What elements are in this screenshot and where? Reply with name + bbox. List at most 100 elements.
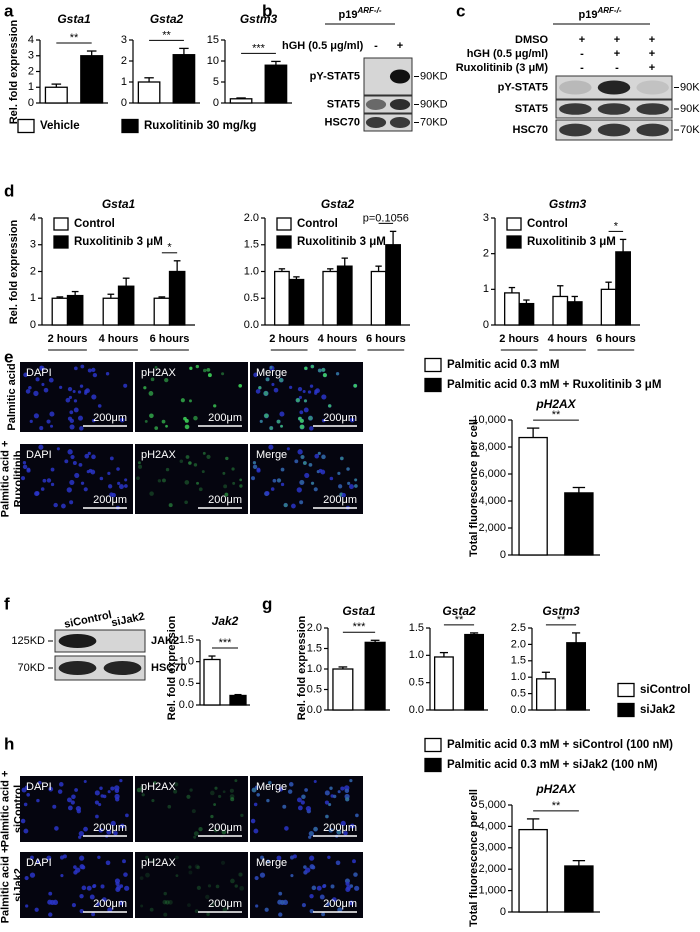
nucleus	[35, 491, 40, 496]
nucleus	[354, 885, 360, 891]
lane-label: siControl	[63, 609, 113, 631]
nucleus	[33, 413, 39, 419]
nucleus	[349, 778, 353, 783]
nucleus	[34, 907, 39, 912]
lane-sign: -	[580, 48, 584, 60]
legend-swatch	[424, 757, 442, 773]
ph2ax-signal	[150, 377, 155, 382]
ph2ax-signal	[151, 859, 155, 863]
nucleus	[69, 410, 74, 415]
ph2ax-signal	[272, 479, 277, 483]
ph2ax-signal	[220, 860, 226, 865]
nucleus	[23, 828, 29, 834]
y-tick-label: 1,000	[478, 885, 506, 897]
chart-title: Gsta1	[342, 604, 376, 618]
nucleus	[97, 404, 102, 408]
y-tick-label: 1	[28, 81, 34, 93]
channel-label: Merge	[256, 857, 287, 869]
nucleus	[250, 818, 256, 824]
nucleus	[253, 802, 258, 807]
nucleus	[69, 500, 74, 505]
nucleus	[278, 891, 283, 896]
nucleus	[354, 478, 358, 482]
nucleus	[309, 426, 314, 431]
nucleus	[313, 826, 318, 832]
ph2ax-signal	[140, 785, 144, 789]
nucleus	[29, 872, 36, 878]
nucleus	[338, 484, 343, 489]
y-tick-label: 2,000	[478, 863, 506, 875]
nucleus	[22, 464, 28, 470]
nucleus	[349, 823, 355, 829]
ph2ax-signal	[223, 484, 228, 489]
nucleus	[115, 887, 121, 893]
ph2ax-signal	[193, 831, 199, 837]
ph2ax-signal	[336, 372, 340, 376]
band-size: 70KD	[680, 124, 700, 136]
nucleus	[23, 372, 28, 378]
nucleus	[87, 451, 91, 455]
nucleus	[46, 855, 52, 861]
significance-label: p=0.1056	[363, 212, 409, 224]
x-tick-label: 4 hours	[318, 333, 358, 345]
lane-sign: +	[614, 34, 620, 46]
nucleus	[325, 814, 329, 819]
ph2ax-signal	[196, 481, 200, 485]
y-tick-label: 0	[28, 97, 34, 109]
legend-swatch	[506, 235, 522, 249]
ph2ax-signal	[185, 455, 190, 459]
ph2ax-signal	[354, 885, 360, 891]
nucleus	[349, 417, 355, 423]
x-tick-label: 2 hours	[269, 333, 309, 345]
y-tick-label: 4	[28, 34, 34, 46]
header-text: p19	[339, 9, 358, 21]
ph2ax-signal	[328, 404, 332, 408]
bar	[535, 678, 556, 711]
lane-sign: +	[649, 48, 655, 60]
nucleus	[98, 802, 102, 807]
nucleus	[67, 449, 73, 455]
channel-label: pH2AX	[141, 449, 177, 461]
panel-letter: b	[262, 1, 272, 20]
y-tick-label: 0.0	[307, 704, 322, 716]
nucleus	[284, 826, 289, 831]
nucleus	[324, 790, 330, 796]
y-tick-label: 0	[30, 319, 36, 331]
bar	[518, 828, 548, 913]
y-tick-label: 0.0	[179, 699, 194, 711]
nucleus	[101, 897, 107, 902]
x-tick-label: 6 hours	[596, 333, 636, 345]
nucleus	[316, 885, 322, 891]
nucleus	[21, 787, 27, 793]
x-tick-label: 4 hours	[548, 333, 588, 345]
y-axis-label: Total fluorescence per cell	[468, 789, 480, 927]
nucleus	[353, 484, 358, 488]
ph2ax-signal	[309, 909, 314, 914]
bar	[172, 54, 196, 104]
y-tick-label: 4	[30, 212, 36, 224]
nucleus	[79, 855, 85, 861]
nucleus	[98, 828, 104, 833]
bar	[564, 865, 594, 913]
ph2ax-signal	[269, 365, 273, 369]
nucleus	[73, 399, 78, 403]
blot-band	[636, 103, 669, 115]
ph2ax-signal	[202, 451, 206, 455]
ph2ax-signal	[302, 903, 306, 907]
y-tick-label: 4,000	[478, 820, 506, 832]
row-label: Palmitic acid +	[0, 441, 11, 518]
bar	[370, 270, 387, 326]
band-label: HSC70	[325, 116, 360, 128]
y-tick-label: 0.5	[244, 292, 259, 304]
y-tick-label: 2,000	[478, 522, 506, 534]
nucleus	[39, 426, 44, 431]
ph2ax-signal	[345, 797, 350, 802]
x-tick-label: 6 hours	[150, 333, 190, 345]
ph2ax-signal	[184, 424, 190, 430]
nucleus	[38, 444, 44, 450]
nucleus	[303, 407, 309, 413]
nucleus	[290, 874, 294, 878]
y-tick-label: 2	[30, 265, 36, 277]
nucleus	[355, 813, 359, 818]
channel-label: pH2AX	[141, 857, 177, 869]
